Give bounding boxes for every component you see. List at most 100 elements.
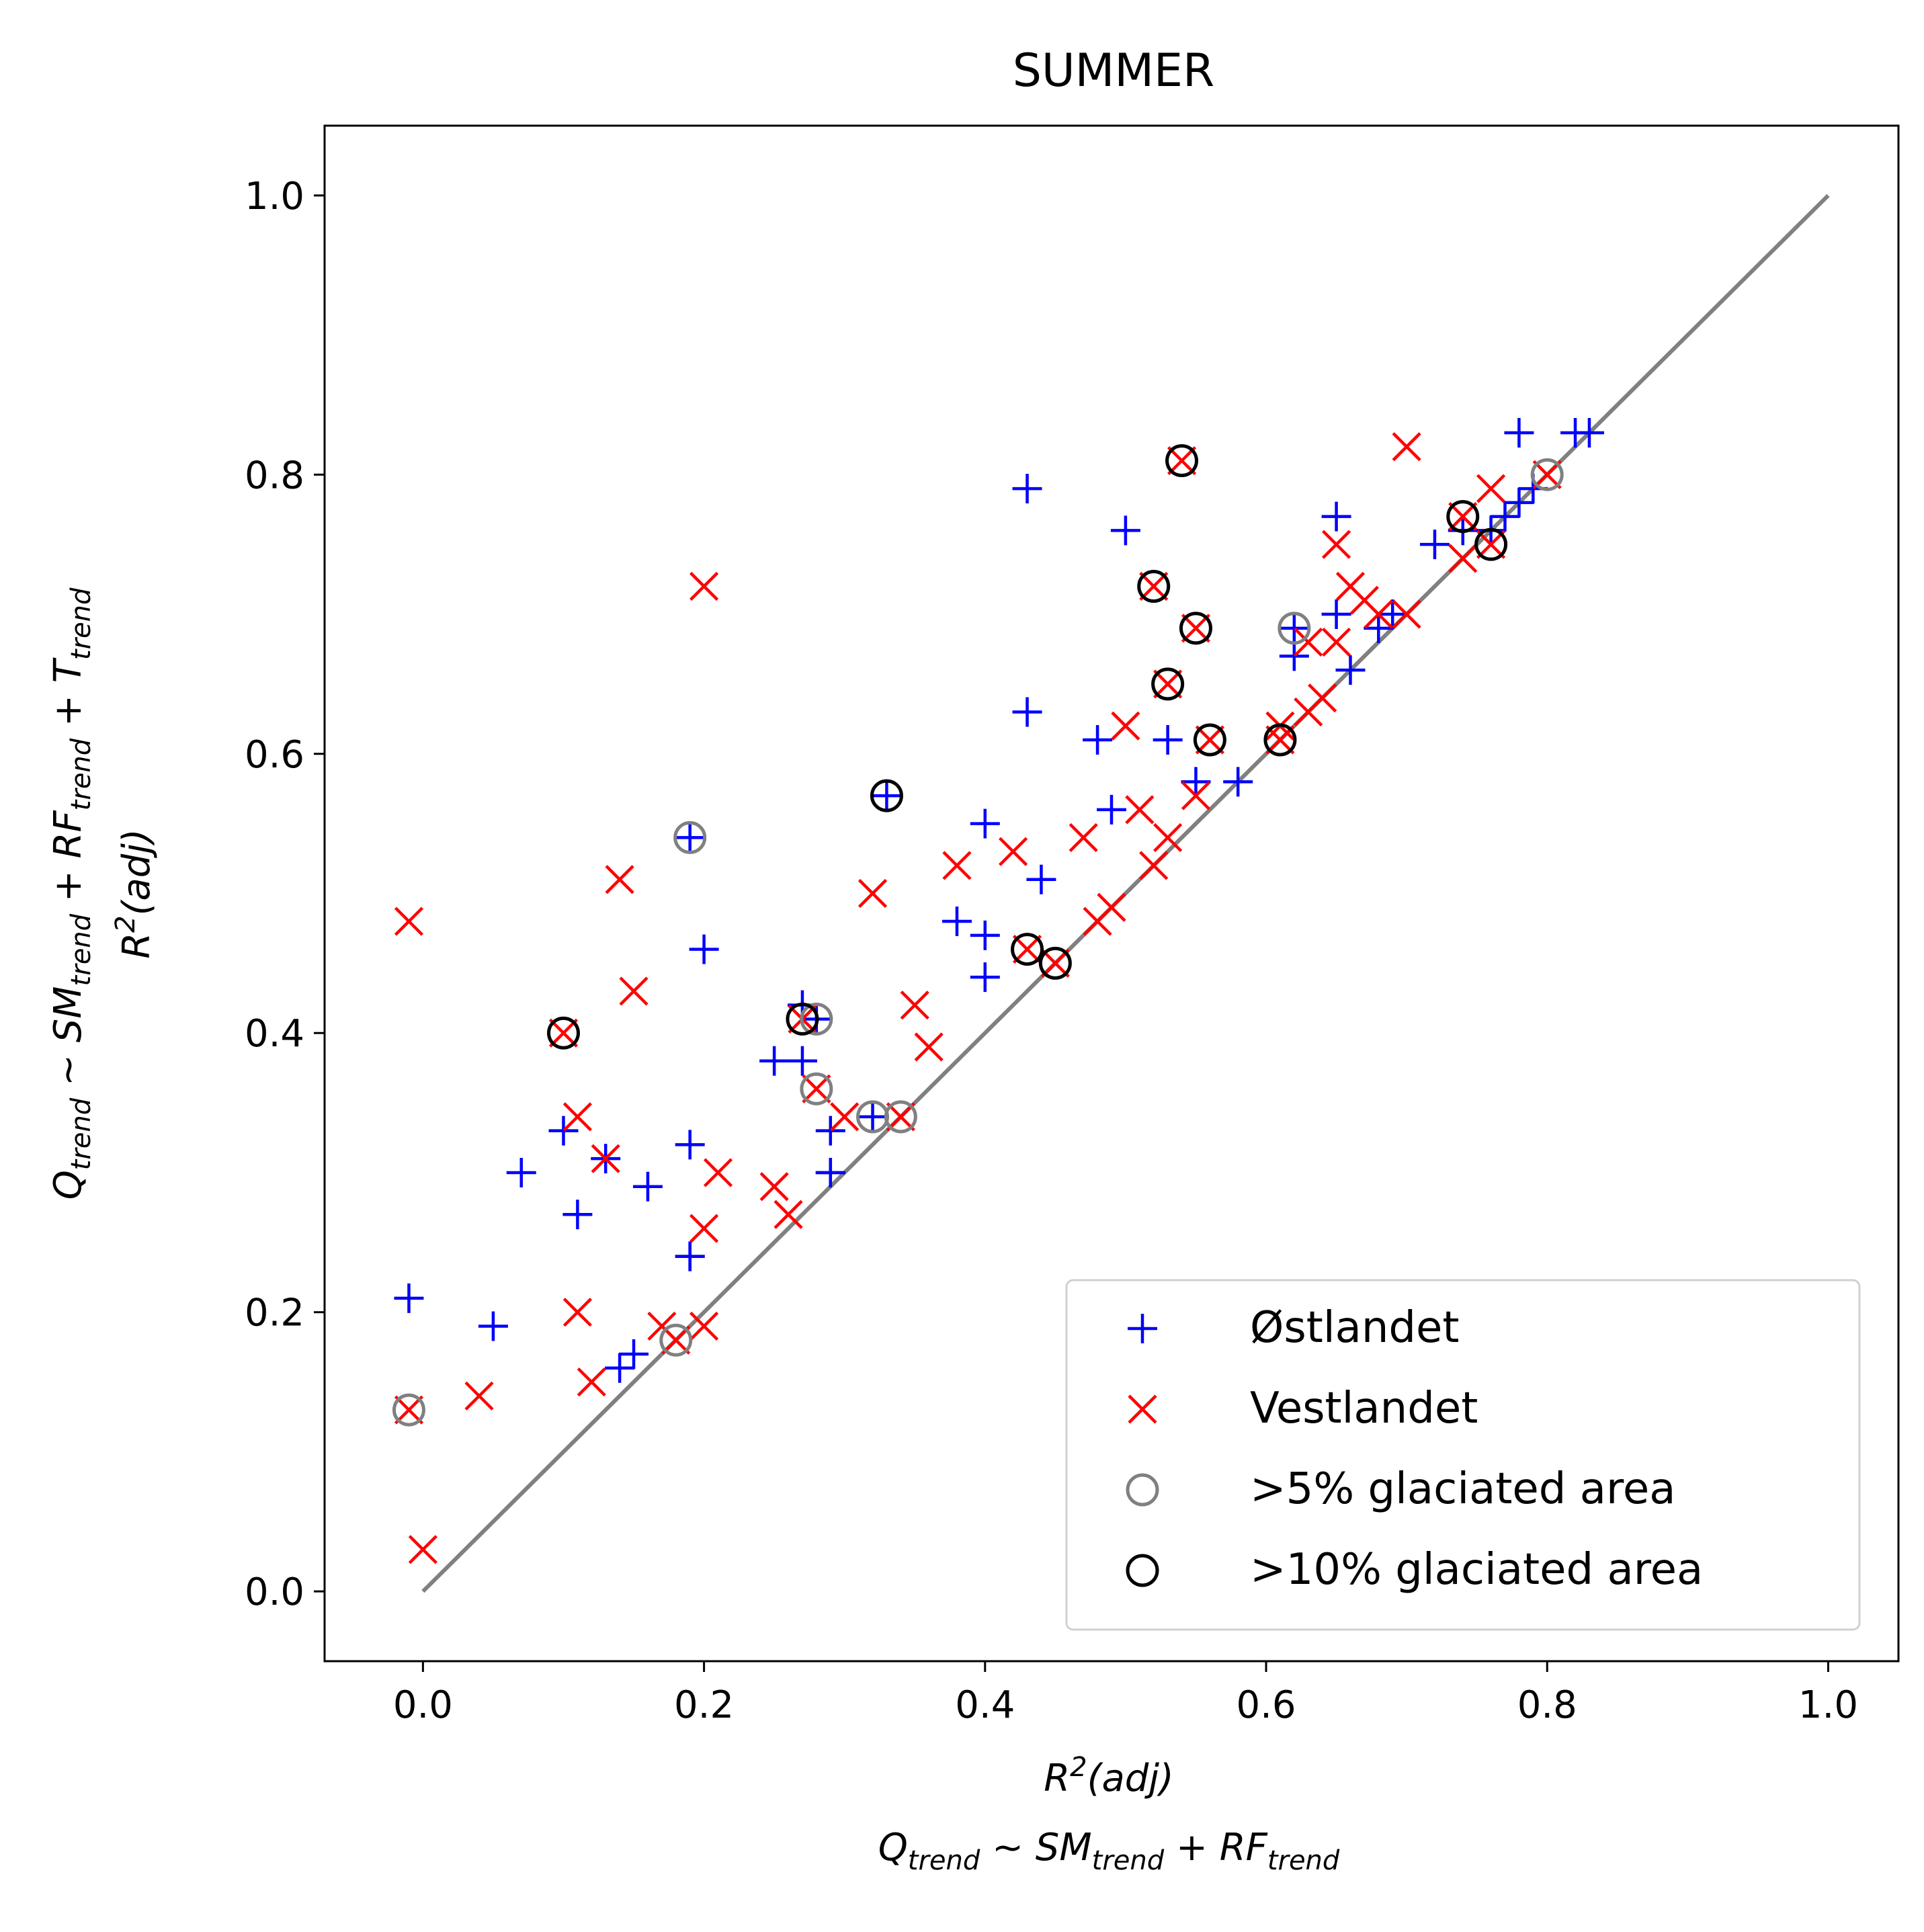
ostlandet-point [815,1116,845,1146]
vestlandet-point-d2 [647,1311,677,1341]
vestlandet-point [1139,571,1169,601]
vestlandet-point [999,837,1028,866]
vestlandet-point-d2 [1012,934,1042,964]
vestlandet-point-d2 [562,1298,592,1327]
vestlandet-point [1476,474,1506,503]
ostlandet-point [1153,725,1183,755]
ostlandet-point [689,934,719,964]
ostlandet-point [858,1101,888,1132]
vestlandet-point [689,1311,719,1341]
ostlandet-point [1504,487,1534,517]
vestlandet-point-d2 [802,1074,831,1103]
vestlandet-point [408,1535,437,1564]
glaciated-10pct-point [1165,444,1199,478]
vestlandet-point [830,1102,860,1132]
ostlandet-point [562,1200,593,1230]
vestlandet-point [1167,446,1197,476]
vestlandet-point-d2 [1321,530,1351,559]
vestlandet-point-d2 [1349,585,1379,615]
legend-marker-x [1128,1394,1157,1424]
glaciated-5pct-point-ring [1530,458,1564,491]
x-tick-label: 0.8 [1517,1683,1577,1727]
vestlandet-point-d2 [1167,446,1197,476]
vestlandet-point-d2 [1476,530,1506,559]
ostlandet-point [632,1171,663,1202]
ostlandet-point [1083,725,1113,755]
glaciated-10pct-point-ring [1011,933,1044,966]
glaciated-5pct-point-ring [392,1393,425,1427]
vestlandet-point-d2 [689,571,719,601]
vestlandet-point [562,1102,592,1132]
ostlandet-point [759,1046,790,1076]
glaciated-10pct-point-ring [870,779,903,812]
vestlandet-point [1532,460,1562,489]
vestlandet-point-d2 [1040,948,1070,978]
vestlandet-point [548,1018,579,1048]
chart-title: SUMMER [1013,44,1215,97]
legend-marker-black-circle [1126,1554,1159,1587]
y-axis-label-line2: R2(adj) [110,829,159,959]
y-axis-label-line1: Qtrend ~ SMtrend + RFtrend + Ttrend [46,587,97,1200]
ostlandet-point [619,1339,649,1369]
vestlandet-point [1097,892,1126,922]
glaciated-5pct-point-ring [659,1323,693,1357]
glaciated-5pct-point [1530,458,1564,491]
ostlandet-point [1321,599,1351,630]
vestlandet-point-d2 [703,1158,733,1187]
legend: Østlandet Vestlandet >5% glaciated area … [1065,1279,1861,1631]
legend-label-5pct-glaciated: >5% glaciated area [1250,1464,1675,1514]
vestlandet-point [1265,725,1295,755]
x-tick-label: 0.0 [393,1683,453,1727]
vestlandet-point [1195,725,1224,755]
vestlandet-point [1448,502,1478,532]
ostlandet-point [970,920,1000,950]
vestlandet-point [942,851,972,880]
vestlandet-point-d2 [619,976,649,1006]
ostlandet-point [1279,613,1309,643]
ostlandet-point [548,1116,579,1146]
glaciated-10pct-point [1474,528,1508,561]
legend-symbol-ring [1126,1473,1159,1507]
glaciated-10pct-point-ring [1179,612,1212,645]
vestlandet-point-d2 [773,1200,803,1229]
ostlandet-point [675,1241,705,1271]
vestlandet-point-d2 [1532,460,1562,489]
legend-marker-grey-circle [1126,1473,1159,1507]
glaciated-5pct-point [392,1393,425,1427]
vestlandet-point [703,1158,733,1187]
vestlandet-point-d2 [942,851,972,880]
glaciated-5pct-point [800,1072,833,1105]
vestlandet-point [562,1298,592,1327]
glaciated-10pct-point [1137,570,1171,603]
x-tick-label: 0.2 [674,1683,734,1727]
vestlandet-point-d2 [661,1325,691,1355]
glaciated-5pct-point-ring [673,821,707,854]
vestlandet-point-d2 [577,1367,606,1397]
vestlandet-point [1069,823,1098,853]
vestlandet-point [773,1200,803,1229]
glaciated-10pct-point [1446,500,1480,534]
vestlandet-point [1181,781,1211,810]
ostlandet-point [1110,515,1140,546]
vestlandet-point-d2 [1069,823,1098,853]
ostlandet-point [1279,641,1309,671]
ostlandet-point [675,1130,705,1160]
ostlandet-point [970,808,1000,839]
legend-symbol-d2 [1128,1394,1157,1424]
vestlandet-point-d2 [1308,683,1337,713]
vestlandet-point [1364,599,1393,629]
vestlandet-point-d2 [408,1535,437,1564]
vestlandet-point [1125,795,1155,825]
vestlandet-point-d2 [1111,711,1140,741]
ostlandet-point [1335,655,1366,685]
vestlandet-point-d2 [394,907,424,936]
vestlandet-point [605,865,634,894]
vestlandet-point [858,878,888,909]
vestlandet-point [591,1144,620,1173]
y-tick-label: 1.0 [245,175,304,218]
vestlandet-point-d2 [886,1102,915,1132]
x-tick-label: 0.6 [1236,1683,1296,1727]
ostlandet-point [1490,501,1520,532]
vestlandet-point [1139,851,1169,880]
vestlandet-point-d2 [562,1102,592,1132]
